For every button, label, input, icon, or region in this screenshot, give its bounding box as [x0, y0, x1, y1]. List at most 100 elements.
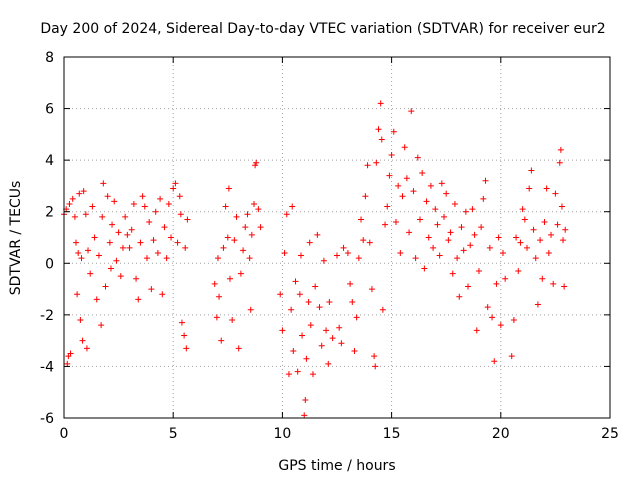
data-point	[502, 275, 509, 282]
data-point	[366, 239, 373, 246]
data-point	[368, 286, 375, 293]
data-point	[66, 200, 73, 207]
data-point	[425, 234, 432, 241]
data-point	[378, 136, 385, 143]
data-point	[560, 237, 567, 244]
data-point	[473, 327, 480, 334]
data-point	[314, 231, 321, 238]
data-point	[247, 306, 254, 313]
x-tick-label: 15	[383, 426, 401, 442]
data-point	[316, 304, 323, 311]
data-point	[183, 345, 190, 352]
data-point	[252, 162, 259, 169]
data-point	[372, 363, 379, 370]
data-point	[456, 293, 463, 300]
data-point	[137, 239, 144, 246]
data-point	[382, 221, 389, 228]
data-point	[421, 265, 428, 272]
data-point	[257, 224, 264, 231]
data-point	[69, 195, 76, 202]
data-point	[414, 154, 421, 161]
data-point	[285, 371, 292, 378]
data-point	[443, 190, 450, 197]
data-point	[237, 270, 244, 277]
y-tick-label: -4	[40, 359, 54, 375]
data-point	[220, 244, 227, 251]
data-point	[79, 337, 86, 344]
data-point	[475, 268, 482, 275]
data-point	[126, 244, 133, 251]
x-tick-label: 0	[60, 426, 69, 442]
data-point	[244, 211, 251, 218]
data-point	[390, 128, 397, 135]
data-point	[557, 146, 564, 153]
data-point	[524, 244, 531, 251]
data-point	[386, 172, 393, 179]
data-point	[497, 322, 504, 329]
data-point	[360, 237, 367, 244]
data-point	[288, 306, 295, 313]
data-point	[336, 324, 343, 331]
data-point	[515, 268, 522, 275]
data-point	[157, 195, 164, 202]
data-point	[392, 219, 399, 226]
data-point	[545, 249, 552, 256]
data-points	[61, 100, 569, 419]
data-point	[539, 275, 546, 282]
data-point	[323, 327, 330, 334]
data-point	[67, 350, 74, 357]
data-point	[170, 185, 177, 192]
data-point	[154, 249, 161, 256]
data-point	[182, 244, 189, 251]
data-point	[401, 144, 408, 151]
data-point	[216, 293, 223, 300]
data-point	[312, 283, 319, 290]
data-point	[307, 322, 314, 329]
data-point	[296, 291, 303, 298]
data-point	[510, 317, 517, 324]
data-point	[240, 247, 247, 254]
data-point	[303, 355, 310, 362]
data-point	[320, 257, 327, 264]
data-point	[347, 280, 354, 287]
data-point	[508, 353, 515, 360]
data-point	[122, 213, 129, 220]
data-point	[168, 234, 175, 241]
data-point	[340, 244, 347, 251]
data-point	[349, 298, 356, 305]
data-point	[176, 193, 183, 200]
data-point	[80, 188, 87, 195]
data-point	[74, 291, 81, 298]
data-point	[469, 206, 476, 213]
data-point	[432, 206, 439, 213]
data-point	[124, 231, 131, 238]
data-point	[325, 360, 332, 367]
data-point	[159, 291, 166, 298]
data-point	[397, 249, 404, 256]
x-tick-label: 10	[273, 426, 291, 442]
data-point	[218, 337, 225, 344]
data-point	[224, 234, 231, 241]
data-point	[71, 213, 78, 220]
data-point	[135, 296, 142, 303]
data-point	[73, 239, 80, 246]
data-point	[423, 198, 430, 205]
data-point	[104, 193, 111, 200]
x-tick-label: 25	[601, 426, 619, 442]
x-tick-label: 5	[169, 426, 178, 442]
data-point	[89, 203, 96, 210]
data-point	[297, 252, 304, 259]
data-point	[438, 180, 445, 187]
data-point	[460, 247, 467, 254]
x-tick-label: 20	[492, 426, 510, 442]
y-axis-label: SDTVAR / TECUs	[8, 181, 24, 296]
data-point	[552, 190, 559, 197]
data-point	[495, 234, 502, 241]
data-point	[449, 270, 456, 277]
data-point	[434, 221, 441, 228]
data-point	[530, 226, 537, 233]
data-point	[445, 237, 452, 244]
data-point	[178, 319, 185, 326]
y-tick-label: 8	[45, 50, 54, 66]
data-point	[248, 231, 255, 238]
